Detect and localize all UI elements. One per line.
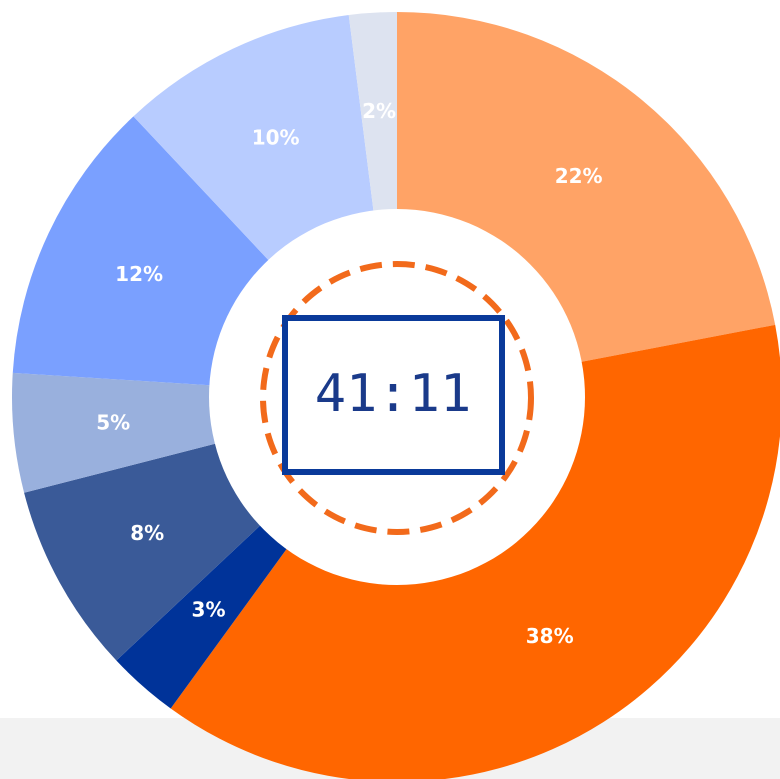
value-label: 2% bbox=[362, 99, 396, 123]
timer-box bbox=[282, 315, 505, 475]
value-label: 10% bbox=[252, 126, 300, 150]
timer-text: 41:11 bbox=[315, 364, 472, 424]
value-label: 8% bbox=[130, 521, 164, 545]
timer-ring bbox=[260, 261, 534, 535]
value-label: 22% bbox=[555, 164, 603, 188]
value-label: 38% bbox=[526, 624, 574, 648]
value-label: 3% bbox=[192, 597, 226, 621]
value-label: 5% bbox=[96, 410, 130, 434]
labels: 22% 38% 3% 8% 5% 12% 10% 2% bbox=[96, 99, 602, 648]
value-label: 12% bbox=[115, 262, 163, 286]
